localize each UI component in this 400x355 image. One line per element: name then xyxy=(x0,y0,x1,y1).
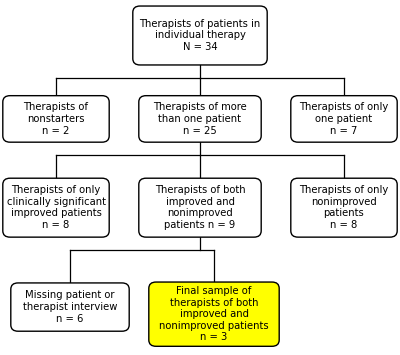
FancyBboxPatch shape xyxy=(139,95,261,142)
FancyBboxPatch shape xyxy=(149,282,279,346)
Text: Missing patient or
therapist interview
n = 6: Missing patient or therapist interview n… xyxy=(23,290,117,324)
Text: Final sample of
therapists of both
improved and
nonimproved patients
n = 3: Final sample of therapists of both impro… xyxy=(159,286,269,342)
Text: Therapists of both
improved and
nonimproved
patients n = 9: Therapists of both improved and nonimpro… xyxy=(155,185,245,230)
Text: Therapists of patients in
individual therapy
N = 34: Therapists of patients in individual the… xyxy=(139,19,261,52)
FancyBboxPatch shape xyxy=(11,283,129,331)
FancyBboxPatch shape xyxy=(3,178,109,237)
FancyBboxPatch shape xyxy=(133,6,267,65)
Text: Therapists of only
one patient
n = 7: Therapists of only one patient n = 7 xyxy=(299,102,389,136)
Text: Therapists of only
nonimproved
patients
n = 8: Therapists of only nonimproved patients … xyxy=(299,185,389,230)
Text: Therapists of
nonstarters
n = 2: Therapists of nonstarters n = 2 xyxy=(24,102,88,136)
FancyBboxPatch shape xyxy=(139,178,261,237)
Text: Therapists of only
clinically significant
improved patients
n = 8: Therapists of only clinically significan… xyxy=(6,185,106,230)
FancyBboxPatch shape xyxy=(3,95,109,142)
FancyBboxPatch shape xyxy=(291,95,397,142)
Text: Therapists of more
than one patient
n = 25: Therapists of more than one patient n = … xyxy=(153,102,247,136)
FancyBboxPatch shape xyxy=(291,178,397,237)
